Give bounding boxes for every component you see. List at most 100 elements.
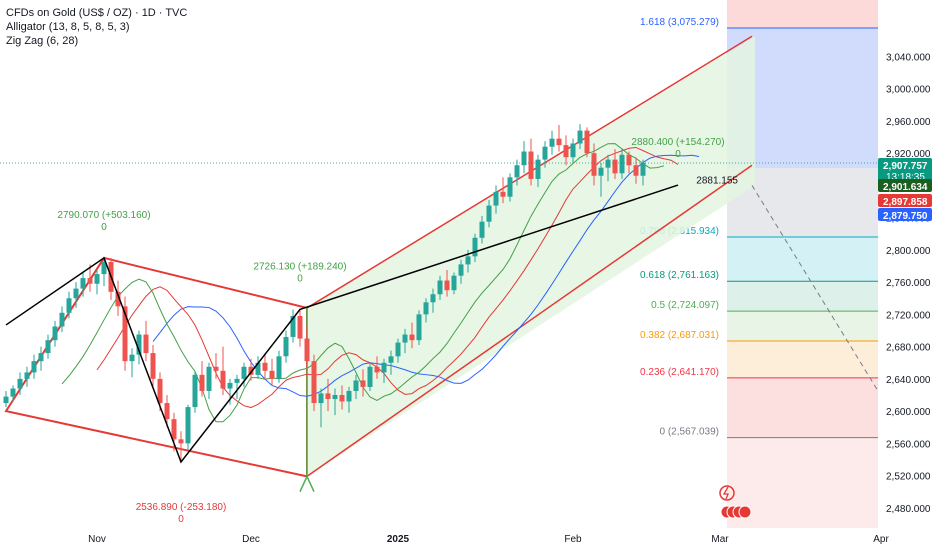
alligator-indicator-label[interactable]: Alligator (13, 8, 5, 8, 5, 3)	[6, 21, 130, 33]
candle-body	[479, 221, 485, 238]
price-tag-text: 2,879.750	[883, 211, 928, 222]
projection-arrow	[299, 474, 315, 493]
candle-body	[465, 256, 471, 265]
candle-body	[514, 165, 520, 178]
candle-body	[353, 380, 359, 391]
candle-body	[640, 162, 646, 176]
y-tick-label: 2,600.000	[886, 407, 931, 418]
candle-body	[584, 130, 590, 154]
ascending-channel-bottom	[306, 164, 753, 478]
alligator-jaw-line	[152, 154, 700, 397]
candle-body	[416, 314, 422, 341]
candle-body	[143, 334, 149, 354]
fib-level-label: 0.5 (2,724.097)	[651, 300, 719, 311]
candle-body	[3, 396, 9, 404]
y-tick-label: 2,480.000	[886, 504, 931, 515]
candle-body	[164, 403, 170, 420]
price-tag	[878, 179, 932, 192]
price-tag	[878, 194, 932, 207]
candle-body	[598, 167, 604, 176]
zigzag-mid-label: 2881.155	[696, 176, 738, 187]
candle-body	[24, 372, 30, 379]
candle-body	[626, 154, 632, 166]
candle-body	[549, 138, 555, 147]
y-tick-label: 2,560.000	[886, 439, 931, 450]
candle-body	[290, 315, 296, 337]
candle-body	[318, 393, 324, 404]
candle-body	[276, 356, 282, 379]
candle-body	[38, 353, 44, 362]
candle-body	[129, 354, 135, 362]
candle-body	[360, 380, 366, 387]
zigzag-sublabel: 0	[178, 514, 184, 525]
candle-body	[612, 159, 618, 174]
fib-band	[727, 237, 878, 282]
candle-body	[31, 361, 37, 373]
candle-body	[136, 334, 142, 355]
y-axis: 2,480.000 2,520.000 2,560.000 2,600.000 2,64…	[878, 0, 932, 550]
candle-body	[59, 312, 65, 327]
candle-body	[409, 334, 415, 341]
candle-body	[227, 382, 233, 389]
candle-body	[367, 366, 373, 387]
price-tag-text: 2,897.858	[883, 197, 928, 208]
candle-body	[101, 261, 107, 275]
candle-body	[430, 294, 436, 303]
fib-band	[727, 377, 878, 438]
fib-band	[727, 281, 878, 312]
zigzag-label: 2536.890 (-253.180)	[136, 502, 227, 513]
event-icons	[719, 485, 752, 519]
y-tick-label: 2,800.000	[886, 246, 931, 257]
channels	[4, 35, 755, 493]
candle-body	[619, 154, 625, 174]
candle-body	[528, 151, 534, 179]
candle-body	[458, 264, 464, 276]
candle-body	[451, 275, 457, 291]
candle-body	[171, 419, 177, 440]
candle-body	[542, 146, 548, 160]
zigzag-indicator-label[interactable]: Zig Zag (6, 28)	[6, 35, 79, 47]
candle-body	[325, 393, 331, 400]
x-tick-label: 2025	[387, 534, 410, 545]
candle-body	[262, 362, 268, 371]
lightning-icon	[719, 485, 735, 501]
candle-body	[73, 288, 79, 299]
candle-body	[115, 291, 121, 307]
candle-body	[437, 280, 443, 295]
candle-body	[150, 353, 156, 379]
fib-level-label: 0.236 (2,641.170)	[640, 367, 719, 378]
ascending-channel-fill	[307, 36, 755, 477]
lightning-icon-glyph	[722, 486, 729, 500]
candle-body	[213, 366, 219, 371]
candle-body	[402, 334, 408, 343]
chart-legend: CFDs on Gold (US$ / OZ) · 1D · TVC Allig…	[6, 6, 187, 48]
us-flag-icon	[738, 505, 752, 519]
candle-body	[472, 237, 478, 257]
symbol-title[interactable]: CFDs on Gold (US$ / OZ) · 1D · TVC	[6, 7, 188, 19]
candle-body	[388, 356, 394, 363]
candle-body	[220, 370, 226, 389]
y-tick-label: 2,720.000	[886, 310, 931, 321]
x-axis: Nov Dec 2025 Feb Mar Apr	[88, 534, 889, 545]
zigzag-sublabel: 0	[101, 222, 107, 233]
x-tick-label: Mar	[711, 534, 729, 545]
forecast-dashed-line	[751, 185, 879, 392]
candle-body	[486, 205, 492, 222]
y-tick-label: 2,680.000	[886, 343, 931, 354]
fib-level-label: 1.618 (3,075.279)	[640, 17, 719, 28]
candle-body	[185, 407, 191, 444]
fib-band	[727, 311, 878, 341]
price-tag-text: 2,907.757	[883, 161, 928, 172]
candle-body	[633, 165, 639, 176]
candle-body	[192, 374, 198, 408]
y-axis-bg	[878, 0, 932, 550]
y-tick-label: 2,960.000	[886, 117, 931, 128]
candle-body	[346, 390, 352, 402]
zigzag-label: 2790.070 (+503.160)	[57, 210, 150, 221]
zigzag-sublabel: 0	[297, 273, 303, 284]
candle-body	[87, 278, 93, 284]
candle-body	[10, 388, 16, 397]
fib-band	[727, 437, 878, 528]
x-tick-label: Nov	[88, 534, 106, 545]
